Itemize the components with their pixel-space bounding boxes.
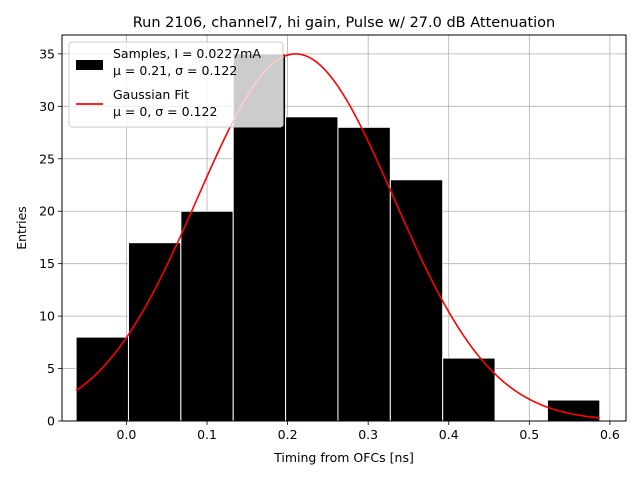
y-tick-label: 10 <box>39 309 55 324</box>
legend: Samples, I = 0.0227mA μ = 0.21, σ = 0.12… <box>68 41 284 128</box>
histogram-bars <box>75 53 601 422</box>
histogram-bar <box>180 210 234 422</box>
y-tick-label: 15 <box>39 256 55 271</box>
plot-frame <box>61 34 627 422</box>
legend-samples-swatch <box>76 60 103 70</box>
legend-fit-line1: Gaussian Fit <box>113 87 189 102</box>
histogram-bar <box>75 336 129 422</box>
x-axis-ticks: 0.0 0.1 0.2 0.3 0.4 0.5 0.6 <box>117 421 620 442</box>
x-tick-label: 0.6 <box>600 427 620 442</box>
x-tick-label: 0.2 <box>278 427 298 442</box>
histogram-bar <box>442 357 496 422</box>
chart-title: Run 2106, channel7, hi gain, Pulse w/ 27… <box>133 15 556 31</box>
x-tick-label: 0.3 <box>358 427 378 442</box>
x-tick-label: 0.4 <box>439 427 459 442</box>
y-axis-ticks: 0 5 10 15 20 25 30 35 <box>39 46 62 429</box>
legend-fit-line2: μ = 0, σ = 0.122 <box>113 104 217 119</box>
y-tick-label: 25 <box>39 151 55 166</box>
histogram-bar <box>389 179 444 422</box>
histogram-bar <box>285 116 339 422</box>
legend-samples-line2: μ = 0.21, σ = 0.122 <box>113 63 237 78</box>
x-tick-label: 0.5 <box>519 427 539 442</box>
legend-box <box>68 41 284 128</box>
histogram-bar <box>127 242 182 422</box>
y-tick-label: 0 <box>47 414 55 429</box>
gaussian-fit-curve <box>75 53 600 419</box>
y-tick-label: 30 <box>39 99 55 114</box>
y-tick-label: 5 <box>47 361 55 376</box>
gaussian-fit <box>75 53 600 419</box>
y-tick-label: 35 <box>39 46 55 61</box>
y-axis-label: Entries <box>14 206 29 250</box>
x-axis-label: Timing from OFCs [ns] <box>273 450 414 465</box>
x-tick-label: 0.0 <box>117 427 137 442</box>
x-tick-label: 0.1 <box>197 427 217 442</box>
legend-samples-line1: Samples, I = 0.0227mA <box>113 46 261 61</box>
y-tick-label: 20 <box>39 204 55 219</box>
